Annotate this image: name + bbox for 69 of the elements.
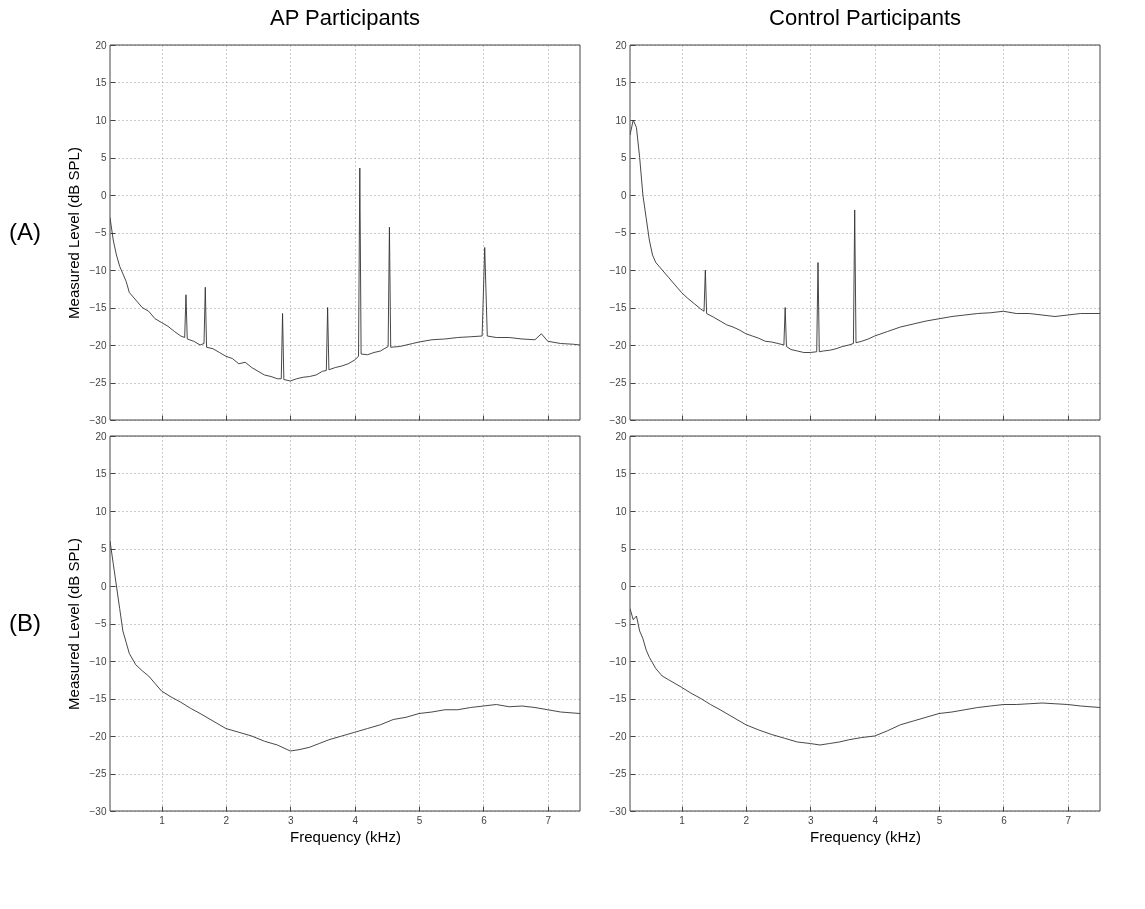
x-tick-label: 2 — [223, 814, 230, 826]
y-tick-label: −25 — [89, 768, 107, 779]
chart-title: Control Participants — [769, 5, 961, 30]
y-tick-label: −25 — [89, 377, 107, 388]
y-tick-label: 20 — [95, 39, 107, 51]
y-tick-label: −20 — [609, 339, 627, 351]
y-tick-label: −25 — [609, 377, 627, 388]
y-tick-label: −15 — [609, 302, 627, 313]
y-tick-label: 0 — [100, 580, 107, 592]
y-tick-label: 15 — [615, 468, 627, 479]
y-tick-label: 10 — [95, 114, 107, 126]
y-tick-label: 20 — [95, 430, 107, 442]
x-tick-label: 6 — [1001, 814, 1008, 826]
line-series — [630, 119, 1100, 353]
y-tick-label: 15 — [95, 77, 107, 88]
y-tick-label: 15 — [95, 468, 107, 479]
x-tick-label: 5 — [936, 814, 943, 826]
y-tick-label: −20 — [609, 730, 627, 742]
y-tick-label: −10 — [89, 655, 107, 667]
line-series — [630, 608, 1100, 746]
y-tick-label: −20 — [89, 730, 107, 742]
y-tick-label: 10 — [615, 114, 627, 126]
x-tick-label: 4 — [872, 814, 879, 826]
x-tick-label: 3 — [287, 814, 294, 826]
x-tick-label: 3 — [807, 814, 814, 826]
x-tick-label: 6 — [481, 814, 488, 826]
y-tick-label: 5 — [100, 152, 107, 163]
y-tick-label: −20 — [89, 339, 107, 351]
x-tick-label: 5 — [416, 814, 423, 826]
y-tick-label: −30 — [89, 805, 107, 817]
chart-title: AP Participants — [269, 5, 421, 30]
y-tick-label: −30 — [609, 805, 627, 817]
text: (B) — [9, 608, 41, 636]
x-axis-title: Frequency (kHz) — [290, 827, 401, 845]
y-axis-title: Measured Level (dB SPL) — [64, 147, 82, 319]
line-series — [110, 167, 580, 382]
y-tick-label: 5 — [620, 152, 627, 163]
y-tick-label: 0 — [620, 189, 627, 201]
y-tick-label: 0 — [100, 189, 107, 201]
y-tick-label: −25 — [609, 768, 627, 779]
x-tick-label: 4 — [352, 814, 359, 826]
y-tick-label: −5 — [95, 227, 107, 238]
x-tick-label: 2 — [743, 814, 750, 826]
x-axis-title: Frequency (kHz) — [810, 827, 921, 845]
y-tick-label: −10 — [89, 264, 107, 276]
y-tick-label: −5 — [95, 618, 107, 629]
y-tick-label: −15 — [89, 693, 107, 704]
y-tick-label: −10 — [609, 264, 627, 276]
y-tick-label: 10 — [615, 505, 627, 517]
y-tick-label: 20 — [615, 430, 627, 442]
y-tick-label: −10 — [609, 655, 627, 667]
y-tick-label: −5 — [615, 618, 627, 629]
y-tick-label: 10 — [95, 505, 107, 517]
y-tick-label: −15 — [89, 302, 107, 313]
x-tick-label: 7 — [1065, 814, 1072, 826]
y-tick-label: 5 — [620, 543, 627, 554]
y-axis-title: Measured Level (dB SPL) — [64, 538, 82, 710]
y-tick-label: 15 — [615, 77, 627, 88]
x-tick-label: 1 — [159, 814, 166, 826]
text: (A) — [9, 217, 41, 245]
x-tick-label: 1 — [679, 814, 686, 826]
y-tick-label: −5 — [615, 227, 627, 238]
y-tick-label: 5 — [100, 543, 107, 554]
y-tick-label: 0 — [620, 580, 627, 592]
y-tick-label: −15 — [609, 693, 627, 704]
y-tick-label: 20 — [615, 39, 627, 51]
y-tick-label: −30 — [609, 414, 627, 426]
y-tick-label: −30 — [89, 414, 107, 426]
x-tick-label: 7 — [545, 814, 552, 826]
